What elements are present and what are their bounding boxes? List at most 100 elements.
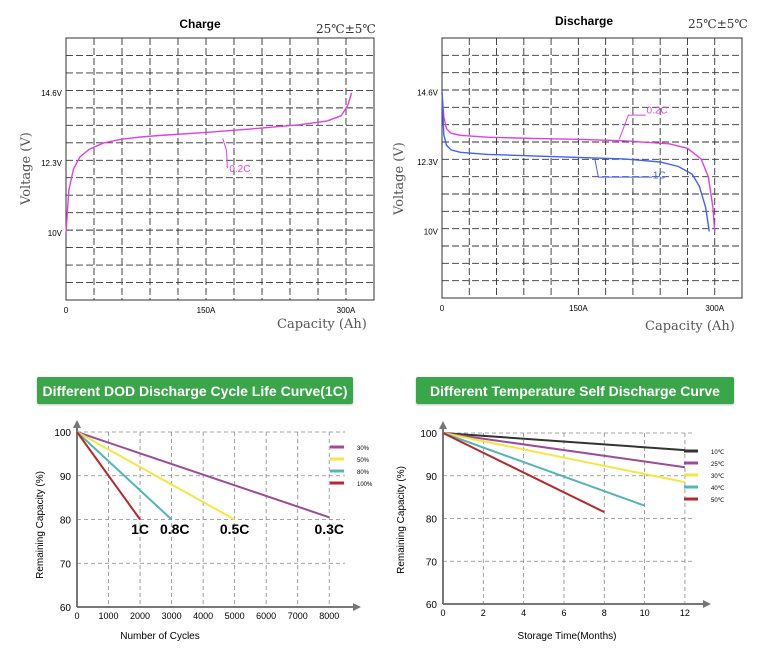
temp-series <box>442 432 686 513</box>
x-tick-label: 0 <box>440 608 445 618</box>
dod-series <box>76 431 330 521</box>
discharge-series <box>441 92 716 232</box>
temp-legend: 10℃ 25℃ 30℃ 40℃ 50℃ <box>684 449 725 504</box>
series-annotation: 0.2C <box>229 164 250 175</box>
annotation-pointer <box>618 114 646 140</box>
discharge-grid <box>442 38 742 298</box>
dod-ylabel: Remaining Capacity (%) <box>35 471 46 579</box>
legend-label-30℃: 30℃ <box>711 474 725 480</box>
rate-annotation: 0.8C <box>160 521 190 537</box>
temp-ylabel: Remaining Capacity (%) <box>396 466 407 574</box>
x-tick-label: 7000 <box>288 611 308 621</box>
series-line-30℃ <box>442 432 686 484</box>
x-tick-label: 10 <box>640 608 650 618</box>
y-tick-label: 14.6V <box>417 88 439 97</box>
dod-annotations: 1C 0.8C 0.5C 0.3C <box>131 521 344 537</box>
legend-label-80%: 80% <box>357 470 370 476</box>
y-tick-label: 70 <box>426 557 438 568</box>
y-tick-label: 10V <box>48 229 63 238</box>
discharge-ylabel: Voltage (V) <box>392 142 407 216</box>
charge-ticks: 10V 12.3V 14.6V 0 150A 300A <box>41 89 356 315</box>
series-line-50% <box>76 431 236 521</box>
y-tick-label: 60 <box>60 603 72 614</box>
x-tick-label: 2000 <box>130 611 150 621</box>
dod-xlabel: Number of Cycles <box>120 631 199 642</box>
charge-annotations: 0.2C <box>222 138 250 175</box>
series-line-50℃ <box>442 432 605 513</box>
x-tick-label: 6 <box>561 608 566 618</box>
x-tick-label: 0 <box>440 304 445 313</box>
x-tick-label: 300A <box>337 306 356 315</box>
x-axis-arrow <box>353 603 361 611</box>
charge-grid <box>66 38 374 300</box>
x-tick-label: 150A <box>197 306 216 315</box>
y-tick-label: 12.3V <box>417 158 439 167</box>
y-tick-label: 80 <box>426 515 438 526</box>
series-line-0.2C <box>65 92 353 234</box>
series-line-30% <box>76 431 330 519</box>
temperature-chart: 60 70 80 90 100 0 2 4 6 8 10 12 Storage Time(Months… <box>396 421 725 642</box>
discharge-annotations: 0.2C 1C <box>594 106 668 182</box>
x-tick-label: 5000 <box>225 611 245 621</box>
series-line-100% <box>76 431 141 521</box>
rate-annotation: 0.3C <box>314 521 344 537</box>
legend-label-10℃: 10℃ <box>711 450 725 456</box>
x-axis-arrow <box>703 600 711 608</box>
series-line-0.2C <box>441 92 716 232</box>
temp-chart-title: Different Temperature Self Discharge Cur… <box>430 382 720 399</box>
legend-label-25℃: 25℃ <box>711 462 725 468</box>
x-tick-label: 12 <box>680 608 690 618</box>
y-tick-label: 100 <box>54 428 71 439</box>
charge-series <box>65 92 353 234</box>
rate-annotation: 0.5C <box>220 521 250 537</box>
series-line-80% <box>76 431 173 521</box>
temp-xlabel: Storage Time(Months) <box>518 631 617 642</box>
y-tick-label: 90 <box>60 472 72 483</box>
x-tick-label: 8000 <box>319 611 339 621</box>
dod-legend: 30% 50% 80% 100% <box>330 445 373 488</box>
y-axis-arrow <box>73 420 81 428</box>
y-tick-label: 80 <box>60 516 72 527</box>
x-tick-label: 0 <box>74 611 79 621</box>
y-tick-label: 10V <box>424 227 439 236</box>
charge-title: Charge <box>179 17 221 31</box>
y-tick-label: 60 <box>426 600 438 611</box>
temp-ticks: 60 70 80 90 100 0 2 4 6 8 10 12 <box>420 429 690 618</box>
charge-chart: Charge 25℃±5℃ Capacity (Ah) Voltage (V) … <box>19 17 376 332</box>
x-tick-label: 2 <box>481 608 486 618</box>
x-tick-label: 4 <box>521 608 526 618</box>
y-tick-label: 70 <box>60 559 72 570</box>
annotation-pointer <box>222 138 228 169</box>
y-tick-label: 14.6V <box>41 89 63 98</box>
x-tick-label: 0 <box>64 306 69 315</box>
temp-grid <box>439 421 711 608</box>
x-tick-label: 3000 <box>162 611 182 621</box>
legend-label-50%: 50% <box>357 458 370 464</box>
x-tick-label: 8 <box>602 608 607 618</box>
discharge-chart: Discharge 25℃±5℃ Capacity (Ah) Voltage (… <box>392 14 748 334</box>
dod-chart-title: Different DOD Discharge Cycle Life Curve… <box>42 382 348 399</box>
annotation-pointer <box>594 158 652 178</box>
charge-ylabel: Voltage (V) <box>19 132 34 206</box>
charge-condition: 25℃±5℃ <box>316 22 376 36</box>
series-annotation: 0.2C <box>647 106 668 117</box>
discharge-xlabel: Capacity (Ah) <box>645 319 735 334</box>
legend-label-40℃: 40℃ <box>711 486 725 492</box>
x-tick-label: 300A <box>705 304 724 313</box>
dod-grid <box>73 420 361 611</box>
y-tick-label: 100 <box>420 429 437 440</box>
x-tick-label: 4000 <box>193 611 213 621</box>
x-tick-label: 150A <box>569 304 588 313</box>
series-line-40℃ <box>442 432 645 507</box>
legend-label-100%: 100% <box>357 482 373 488</box>
y-axis-arrow <box>439 421 447 429</box>
rate-annotation: 1C <box>131 521 149 537</box>
discharge-ticks: 10V 12.3V 14.6V 0 150A 300A <box>417 88 725 313</box>
y-tick-label: 12.3V <box>41 159 63 168</box>
x-tick-label: 6000 <box>256 611 276 621</box>
legend-label-50℃: 50℃ <box>711 498 725 504</box>
y-tick-label: 90 <box>426 472 438 483</box>
series-annotation: 1C <box>653 171 666 182</box>
